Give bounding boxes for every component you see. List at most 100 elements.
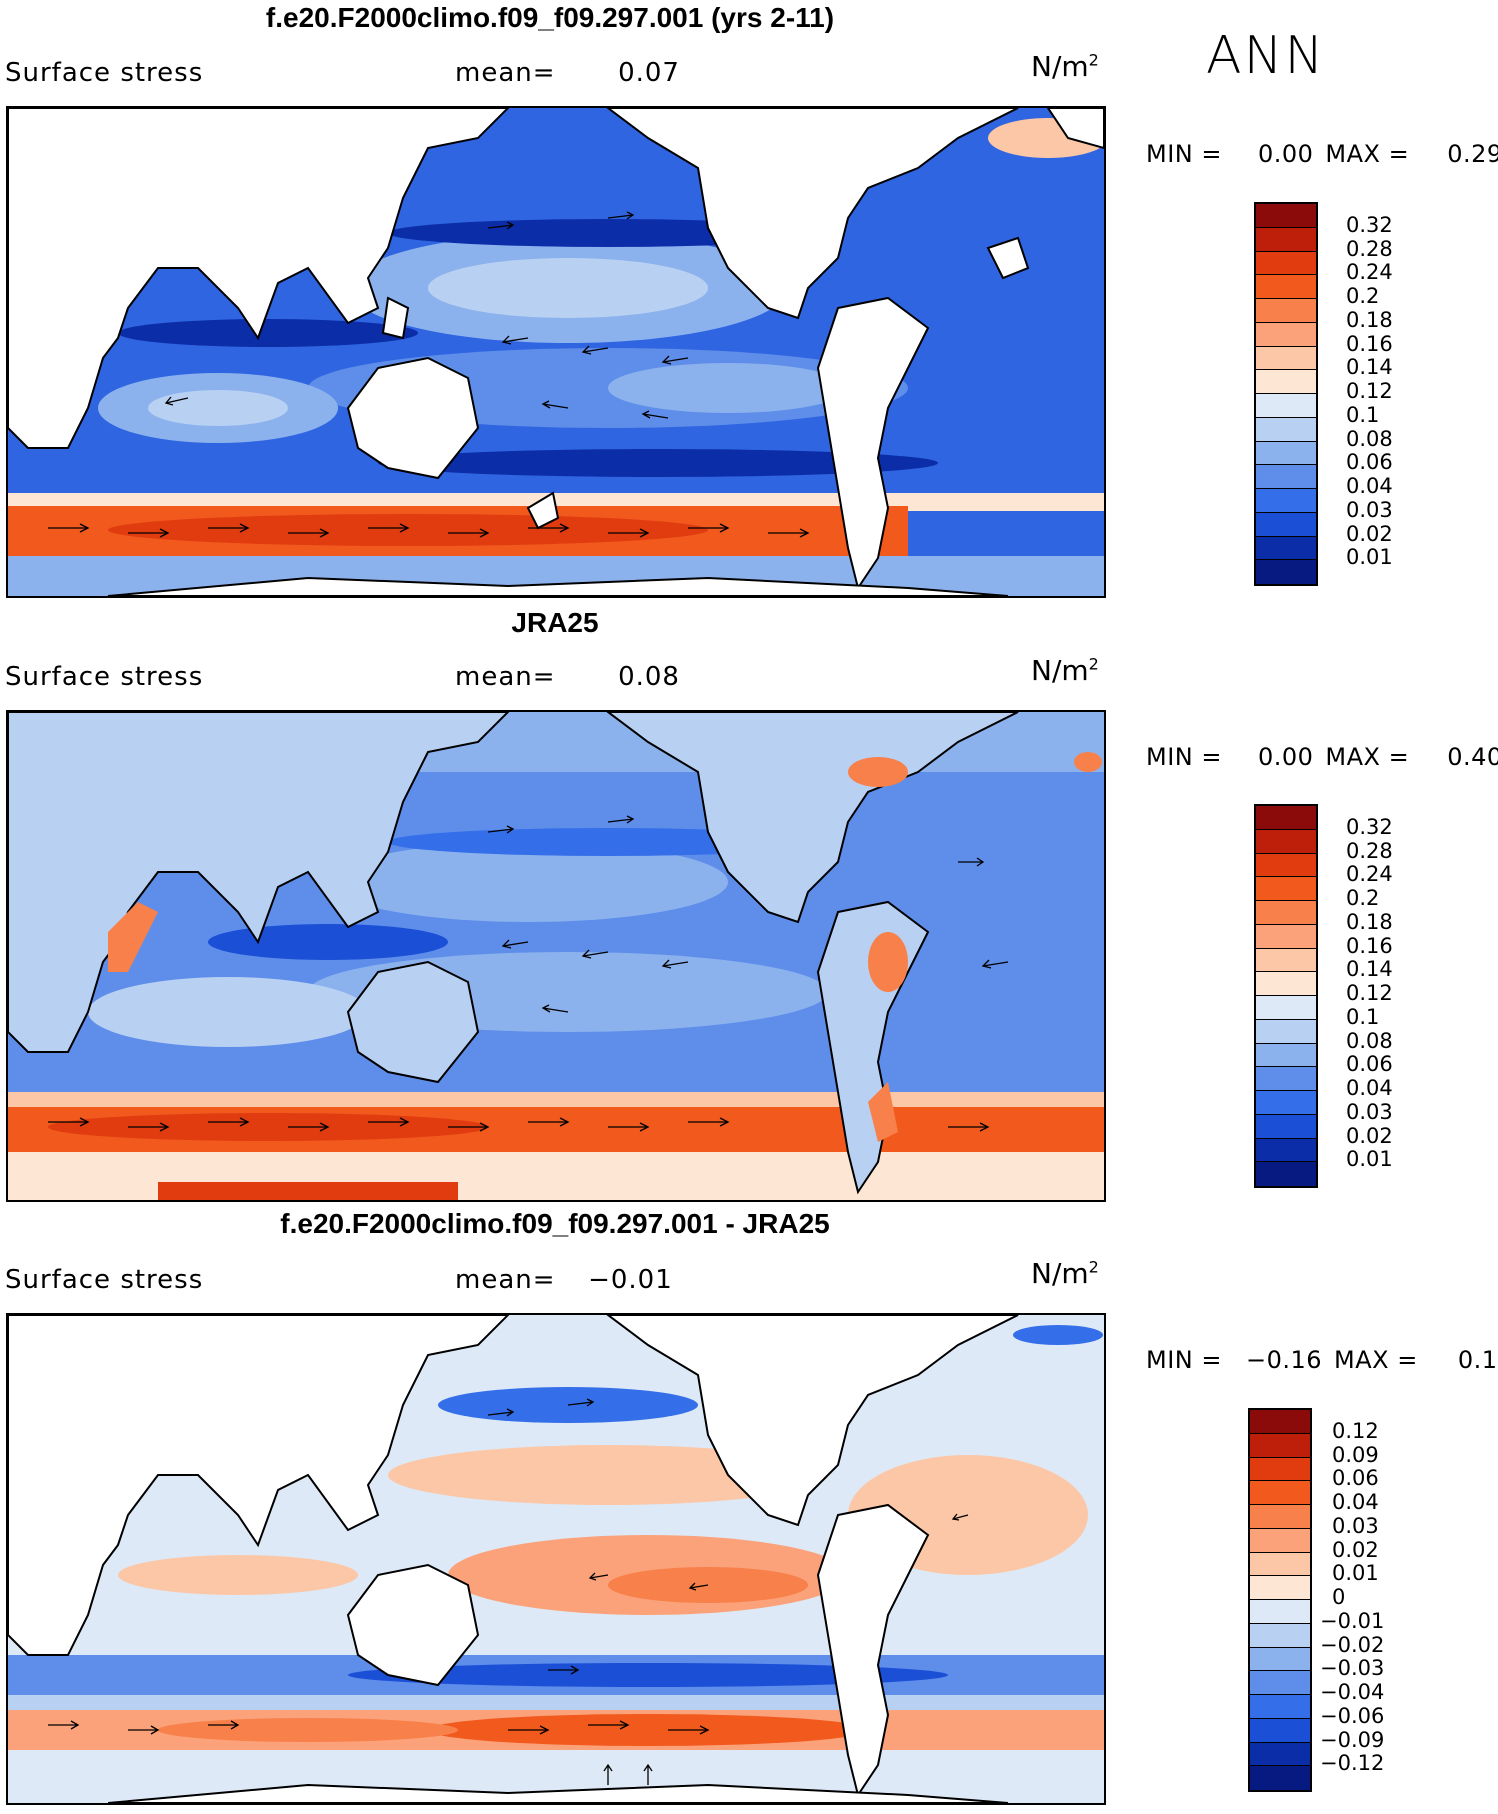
panel-1-mean-label: mean= 0.07 xyxy=(455,58,680,88)
panel-2-min-label: MIN = xyxy=(1146,743,1222,771)
panel-1-units-superscript: 2 xyxy=(1088,50,1099,70)
panel-1-title: f.e20.F2000climo.f09_f09.297.001 (yrs 2-… xyxy=(265,2,835,33)
colorbar-tick-label: 0.04 xyxy=(1346,474,1393,498)
colorbar-tick-label: 0.24 xyxy=(1346,862,1393,887)
panel-3-mean-text: mean= xyxy=(455,1265,556,1295)
colorbar-swatch xyxy=(1256,560,1316,584)
panel-2-field-label: Surface stress xyxy=(5,662,204,692)
colorbar-tick-label: 0.06 xyxy=(1346,1052,1393,1077)
panel-3-min-label: MIN = xyxy=(1146,1346,1222,1374)
panel-1-max-value: 0.29 xyxy=(1447,140,1498,168)
panel-1-max-label: MAX = xyxy=(1325,140,1410,168)
panel-3-minmax: MIN = −0.16 MAX = 0.11 xyxy=(1146,1346,1498,1374)
colorbar-tick-label: 0.02 xyxy=(1332,1537,1379,1562)
colorbar-swatch xyxy=(1256,489,1316,513)
colorbar-swatch xyxy=(1250,1695,1310,1719)
colorbar-tick-label: 0.2 xyxy=(1346,886,1380,910)
colorbar-swatch xyxy=(1256,204,1316,228)
colorbar-tick-label: 0.09 xyxy=(1332,1442,1379,1467)
panel-1-units: N/m2 xyxy=(1031,50,1099,83)
colorbar-tick-label: −0.09 xyxy=(1320,1727,1385,1752)
panel-2-units-superscript: 2 xyxy=(1088,654,1099,674)
colorbar-swatch xyxy=(1256,901,1316,925)
colorbar-swatch xyxy=(1250,1671,1310,1695)
colorbar-swatch xyxy=(1256,1043,1316,1068)
colorbar-swatch xyxy=(1256,1114,1316,1139)
panel-1-map-canvas xyxy=(8,108,1104,596)
colorbar-tick-label: −0.01 xyxy=(1320,1608,1385,1633)
panel-1-colorbar xyxy=(1254,202,1318,586)
colorbar-swatch xyxy=(1256,924,1316,949)
colorbar-swatch xyxy=(1256,996,1316,1020)
colorbar-swatch xyxy=(1256,275,1316,299)
panel-3-map xyxy=(6,1313,1106,1805)
colorbar-tick-label: 0.02 xyxy=(1346,1123,1393,1148)
colorbar-tick-label: 0.28 xyxy=(1346,838,1393,863)
panel-2-mean-value: 0.08 xyxy=(618,662,680,692)
colorbar-swatch xyxy=(1256,441,1316,466)
panel-3-colorbar xyxy=(1248,1408,1312,1792)
colorbar-swatch xyxy=(1250,1505,1310,1529)
colorbar-tick-label: 0.14 xyxy=(1346,957,1393,982)
colorbar-tick-label: 0.1 xyxy=(1346,1004,1380,1029)
colorbar-tick-label: 0.06 xyxy=(1332,1466,1379,1491)
colorbar-swatch xyxy=(1256,394,1316,418)
colorbar-swatch xyxy=(1256,370,1316,394)
colorbar-tick-label: 0.01 xyxy=(1332,1561,1379,1586)
colorbar-tick-label: 0.18 xyxy=(1346,307,1393,332)
colorbar-tick-label: 0.04 xyxy=(1332,1490,1379,1514)
colorbar-tick-label: 0.12 xyxy=(1332,1418,1379,1443)
colorbar-tick-label: 0.08 xyxy=(1346,426,1393,451)
colorbar-tick-label: −0.03 xyxy=(1320,1656,1385,1681)
panel-2-mean-text: mean= xyxy=(455,662,556,692)
colorbar-tick-label: −0.12 xyxy=(1320,1751,1385,1776)
panel-1-map xyxy=(6,106,1106,598)
colorbar-swatch xyxy=(1256,227,1316,252)
colorbar-swatch xyxy=(1256,1138,1316,1163)
colorbar-tick-label: 0.2 xyxy=(1346,284,1380,308)
colorbar-tick-label: −0.06 xyxy=(1320,1703,1385,1728)
panel-3-units-superscript: 2 xyxy=(1088,1257,1099,1277)
panel-3-mean-label: mean= −0.01 xyxy=(455,1265,673,1295)
colorbar-swatch xyxy=(1256,1019,1316,1044)
colorbar-tick-label: 0.16 xyxy=(1346,933,1393,958)
colorbar-swatch xyxy=(1250,1433,1310,1458)
panel-2-map-canvas xyxy=(8,712,1104,1200)
panel-3-max-label: MAX = xyxy=(1334,1346,1418,1374)
colorbar-swatch xyxy=(1256,1091,1316,1115)
colorbar-swatch xyxy=(1256,512,1316,537)
colorbar-tick-label: 0.12 xyxy=(1346,981,1393,1005)
colorbar-swatch xyxy=(1250,1481,1310,1505)
colorbar-swatch xyxy=(1256,972,1316,996)
colorbar-swatch xyxy=(1250,1410,1310,1434)
panel-1-min-label: MIN = xyxy=(1146,140,1222,168)
panel-1-min-value: 0.00 xyxy=(1257,140,1314,168)
panel-2-minmax: MIN = 0.00 MAX = 0.40 xyxy=(1146,743,1498,771)
colorbar-swatch xyxy=(1256,465,1316,489)
panel-3-title: f.e20.F2000climo.f09_f09.297.001 - JRA25 xyxy=(280,1208,830,1239)
colorbar-swatch xyxy=(1250,1528,1310,1553)
panel-1-colorbar-labels: 0.32 0.28 0.24 0.2 0.18 0.16 0.14 0.12 0.1 0.08 0.… xyxy=(1334,202,1454,586)
colorbar-swatch xyxy=(1256,1067,1316,1091)
colorbar-tick-label: 0.32 xyxy=(1346,212,1393,237)
panel-3-max-value: 0.11 xyxy=(1457,1346,1498,1374)
panel-1-field-label: Surface stress xyxy=(5,58,204,88)
colorbar-tick-label: 0.1 xyxy=(1346,402,1380,427)
colorbar-swatch xyxy=(1256,853,1316,878)
panel-2-max-label: MAX = xyxy=(1325,743,1410,771)
colorbar-swatch xyxy=(1250,1766,1310,1790)
colorbar-swatch xyxy=(1250,1457,1310,1482)
panel-2-units: N/m2 xyxy=(1031,654,1099,687)
panel-3-map-canvas xyxy=(8,1315,1104,1803)
colorbar-swatch xyxy=(1256,948,1316,973)
panel-3-mean-value: −0.01 xyxy=(588,1265,673,1295)
colorbar-tick-label: 0.24 xyxy=(1346,260,1393,285)
colorbar-tick-label: 0.02 xyxy=(1346,521,1393,546)
panel-1-mean-text: mean= xyxy=(455,58,556,88)
panel-3-min-value: −0.16 xyxy=(1245,1346,1323,1374)
colorbar-tick-label: 0.06 xyxy=(1346,450,1393,475)
colorbar-swatch xyxy=(1256,877,1316,901)
panel-3-units: N/m2 xyxy=(1031,1257,1099,1290)
colorbar-tick-label: −0.04 xyxy=(1320,1680,1385,1704)
colorbar-swatch xyxy=(1256,322,1316,347)
